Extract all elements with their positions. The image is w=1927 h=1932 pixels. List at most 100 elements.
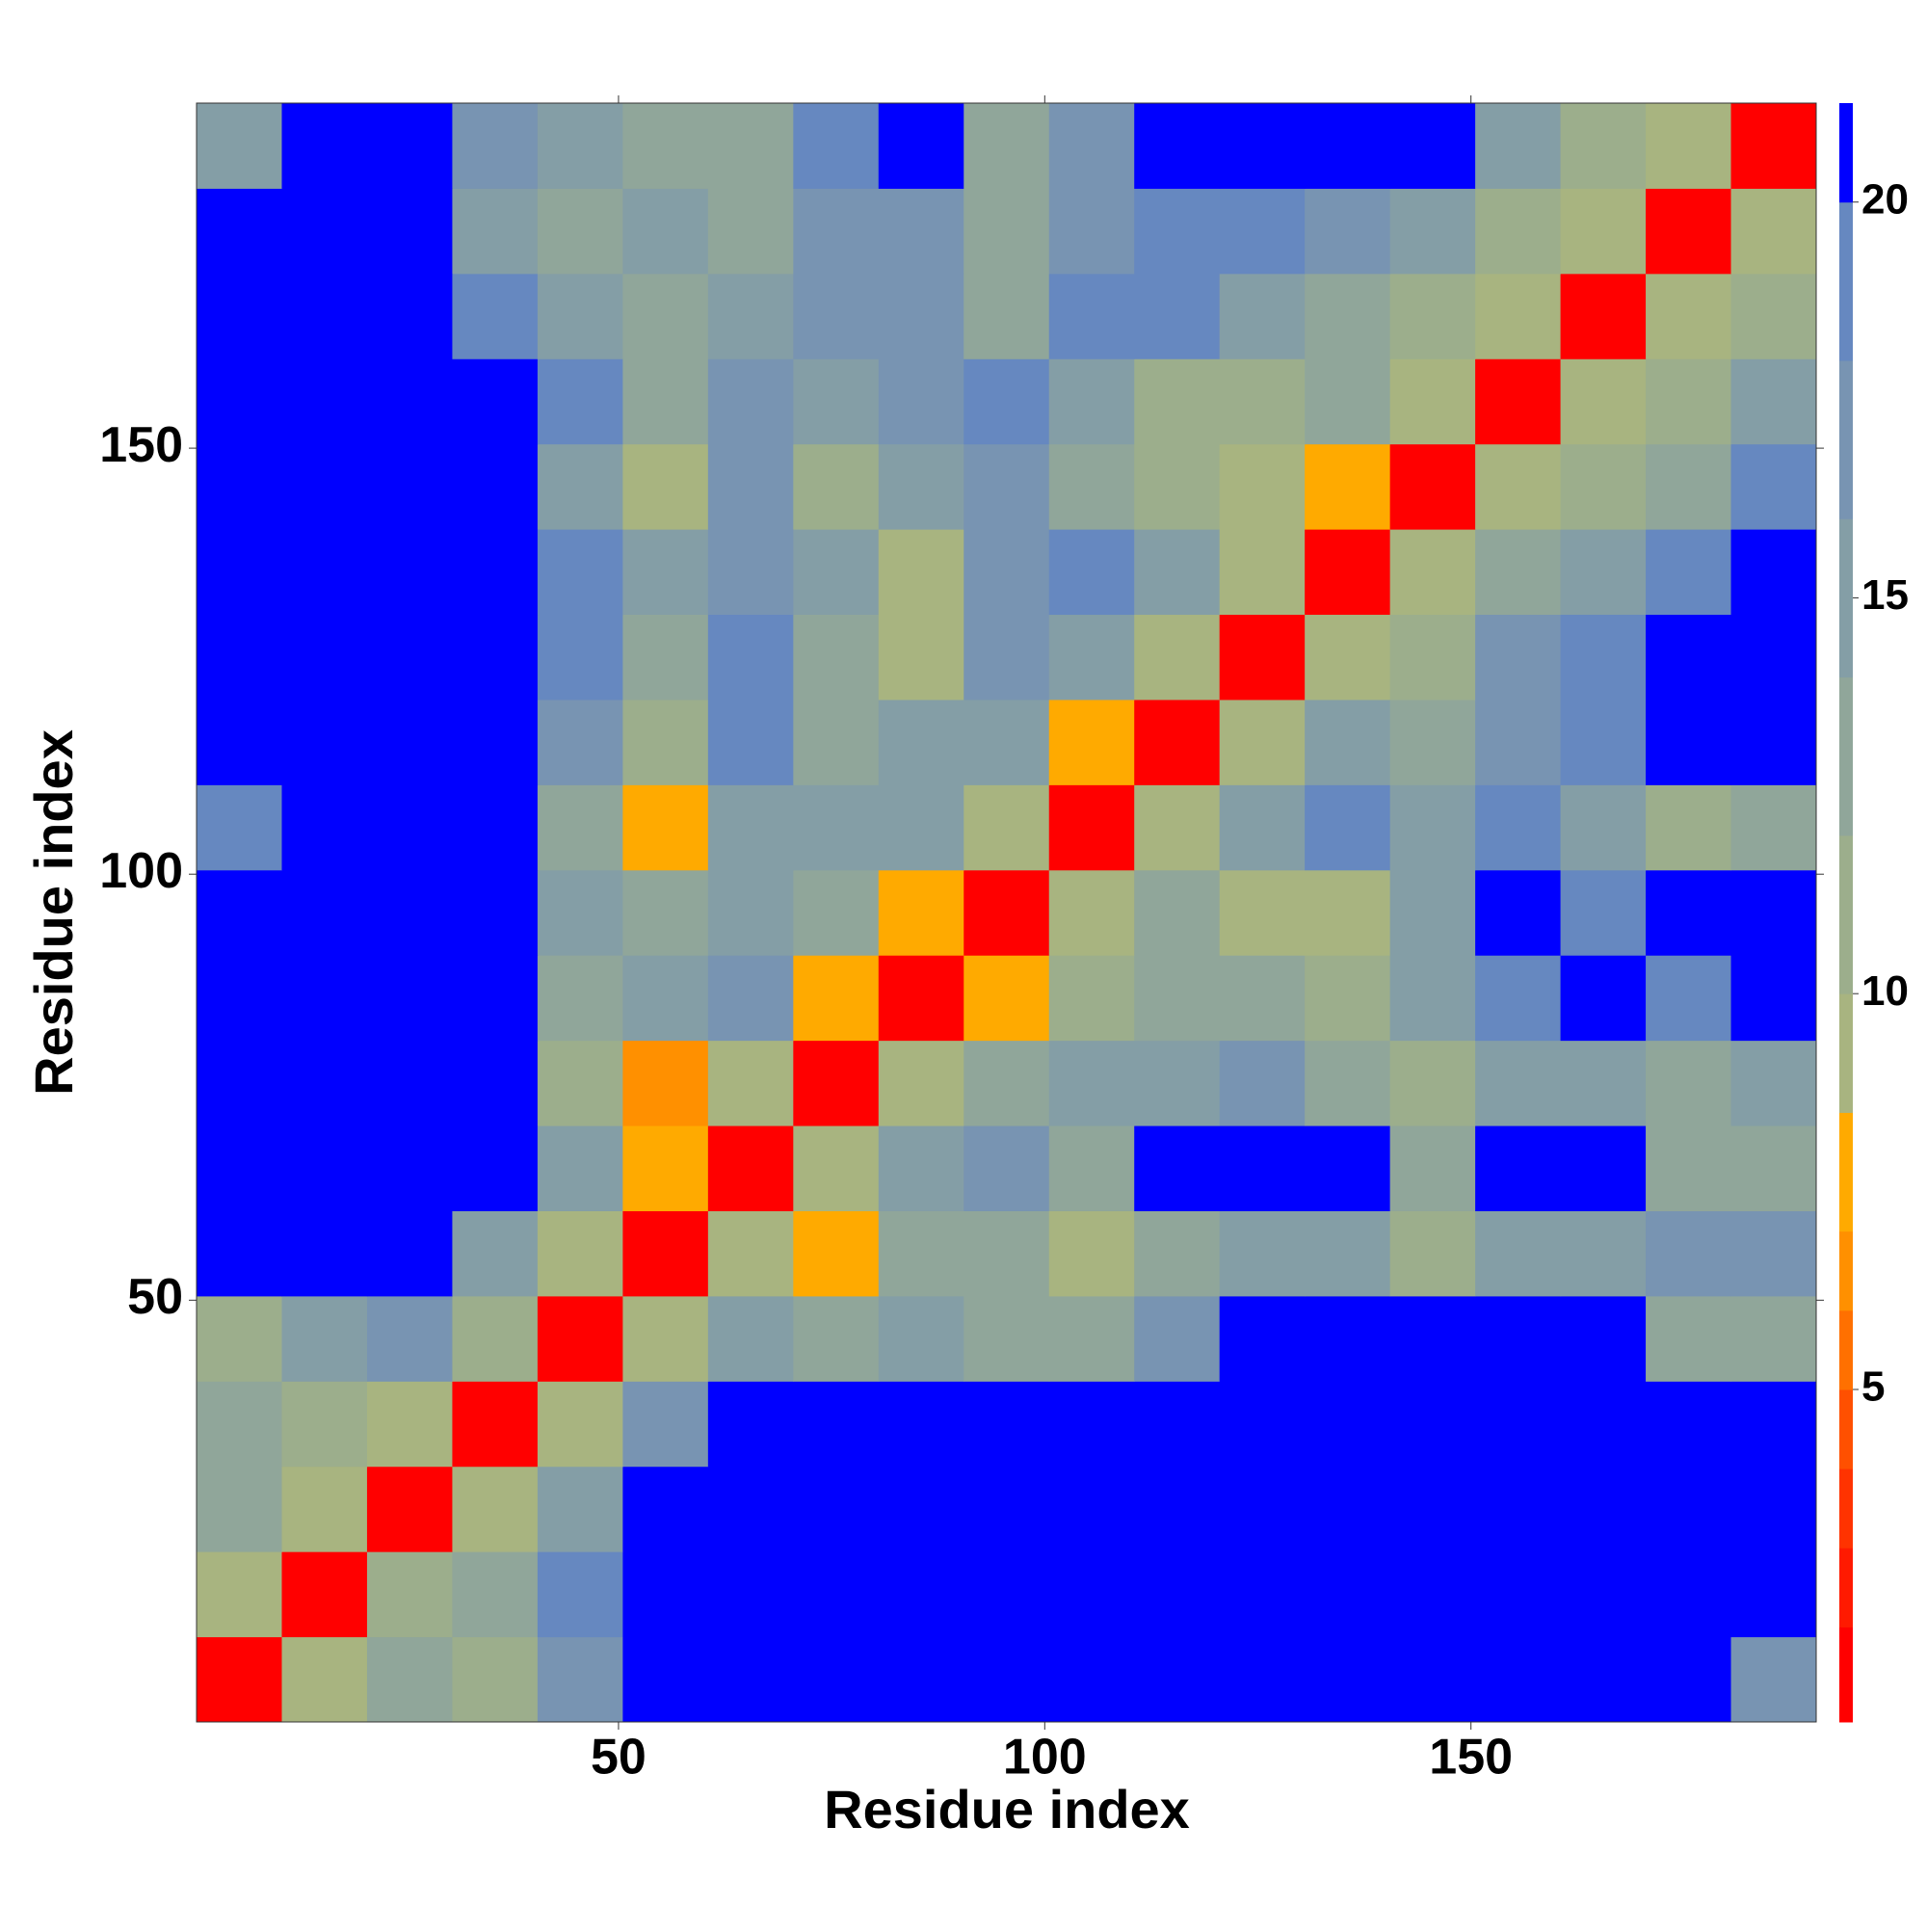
heatmap-cell (1219, 1381, 1306, 1468)
heatmap-cell (622, 1551, 709, 1638)
heatmap-cell (1646, 1040, 1732, 1126)
heatmap-cell (1730, 1466, 1817, 1552)
heatmap-cell (1646, 103, 1732, 189)
heatmap-cell (1305, 358, 1391, 445)
heatmap-cell (1048, 103, 1135, 189)
heatmap-cell (964, 869, 1050, 956)
heatmap-cell (1134, 358, 1221, 445)
heatmap-cell (1305, 529, 1391, 616)
heatmap-cell (964, 273, 1050, 359)
heatmap-cell (1389, 1381, 1476, 1468)
heatmap-cell (964, 358, 1050, 445)
heatmap-cell (537, 273, 623, 359)
heatmap-cell (1048, 1040, 1135, 1126)
heatmap-cell (964, 1210, 1050, 1297)
heatmap-cell (622, 358, 709, 445)
heatmap-cell (281, 614, 368, 701)
heatmap-cell (1475, 443, 1562, 530)
heatmap-cell (793, 103, 880, 189)
heatmap-cell (964, 1381, 1050, 1468)
heatmap-cell (793, 1466, 880, 1552)
heatmap-cell (537, 1381, 623, 1468)
heatmap-cell (1475, 1125, 1562, 1211)
heatmap-cell (1389, 614, 1476, 701)
heatmap-cell (878, 103, 964, 189)
heatmap-cell (1389, 1636, 1476, 1723)
heatmap-cell (1560, 1466, 1647, 1552)
heatmap-cell (793, 784, 880, 871)
heatmap-cell (366, 614, 453, 701)
heatmap-cell (1730, 869, 1817, 956)
heatmap-cell (1475, 614, 1562, 701)
heatmap-cell (197, 614, 282, 701)
heatmap-cell (878, 358, 964, 445)
heatmap-cell (1219, 443, 1306, 530)
heatmap-cell (1134, 1295, 1221, 1382)
heatmap-cell (1219, 955, 1306, 1042)
colorbar-band (1839, 1389, 1853, 1469)
heatmap-cell (1646, 1636, 1732, 1723)
heatmap-cell (964, 103, 1050, 189)
heatmap-cell (1730, 358, 1817, 445)
heatmap-cell (1560, 784, 1647, 871)
heatmap-cell (707, 103, 794, 189)
colorbar-band (1839, 676, 1853, 836)
heatmap-cell (1560, 103, 1647, 189)
heatmap-cell (964, 188, 1050, 275)
heatmap-cell (793, 699, 880, 785)
heatmap-cell (537, 1210, 623, 1297)
heatmap-cell (452, 1466, 539, 1552)
heatmap-cell (1646, 273, 1732, 359)
colorbar-tick-label: 5 (1861, 1363, 1885, 1411)
heatmap-cell (964, 784, 1050, 871)
heatmap-cell (197, 1040, 282, 1126)
heatmap-cell (1305, 614, 1391, 701)
heatmap-cell (707, 1466, 794, 1552)
heatmap-cell (1134, 529, 1221, 616)
heatmap-cell (878, 955, 964, 1042)
heatmap-cell (537, 614, 623, 701)
heatmap-cell (707, 443, 794, 530)
heatmap-cell (1646, 188, 1732, 275)
heatmap-cell (1730, 1295, 1817, 1382)
heatmap-cell (366, 1381, 453, 1468)
heatmap-cell (1048, 273, 1135, 359)
heatmap-cell (878, 1551, 964, 1638)
heatmap-cell (1048, 614, 1135, 701)
heatmap-cell (1305, 1040, 1391, 1126)
heatmap-cell (537, 869, 623, 956)
heatmap-cell (707, 273, 794, 359)
heatmap-cell (1219, 1295, 1306, 1382)
heatmap-cell (452, 358, 539, 445)
colorbar-band (1839, 1548, 1853, 1628)
heatmap-cell (281, 103, 368, 189)
y-tick-label: 100 (99, 843, 183, 899)
heatmap-cell (1134, 784, 1221, 871)
heatmap-cell (1560, 1125, 1647, 1211)
heatmap-cell (1134, 1466, 1221, 1552)
heatmap-cell (197, 443, 282, 530)
heatmap-cell (622, 614, 709, 701)
heatmap-cell (793, 1551, 880, 1638)
colorbar-tick-label: 15 (1861, 571, 1909, 619)
heatmap-cell (964, 1125, 1050, 1211)
heatmap-cell (707, 1210, 794, 1297)
heatmap-cell (197, 699, 282, 785)
heatmap-cell (537, 358, 623, 445)
colorbar-band (1839, 1310, 1853, 1390)
heatmap-cell (1048, 1125, 1135, 1211)
heatmap-cell (878, 529, 964, 616)
heatmap-cell (878, 1636, 964, 1723)
x-tick-label: 100 (1003, 1730, 1087, 1786)
heatmap-cell (1219, 784, 1306, 871)
plot-frame (196, 102, 1817, 1723)
heatmap-cell (537, 699, 623, 785)
heatmap-cell (1730, 1125, 1817, 1211)
heatmap-cell (452, 1125, 539, 1211)
heatmap-cell (537, 784, 623, 871)
heatmap-cell (1389, 699, 1476, 785)
heatmap-cell (1730, 273, 1817, 359)
heatmap-cell (1560, 273, 1647, 359)
heatmap-cell (1305, 1381, 1391, 1468)
heatmap-cell (1646, 1210, 1732, 1297)
